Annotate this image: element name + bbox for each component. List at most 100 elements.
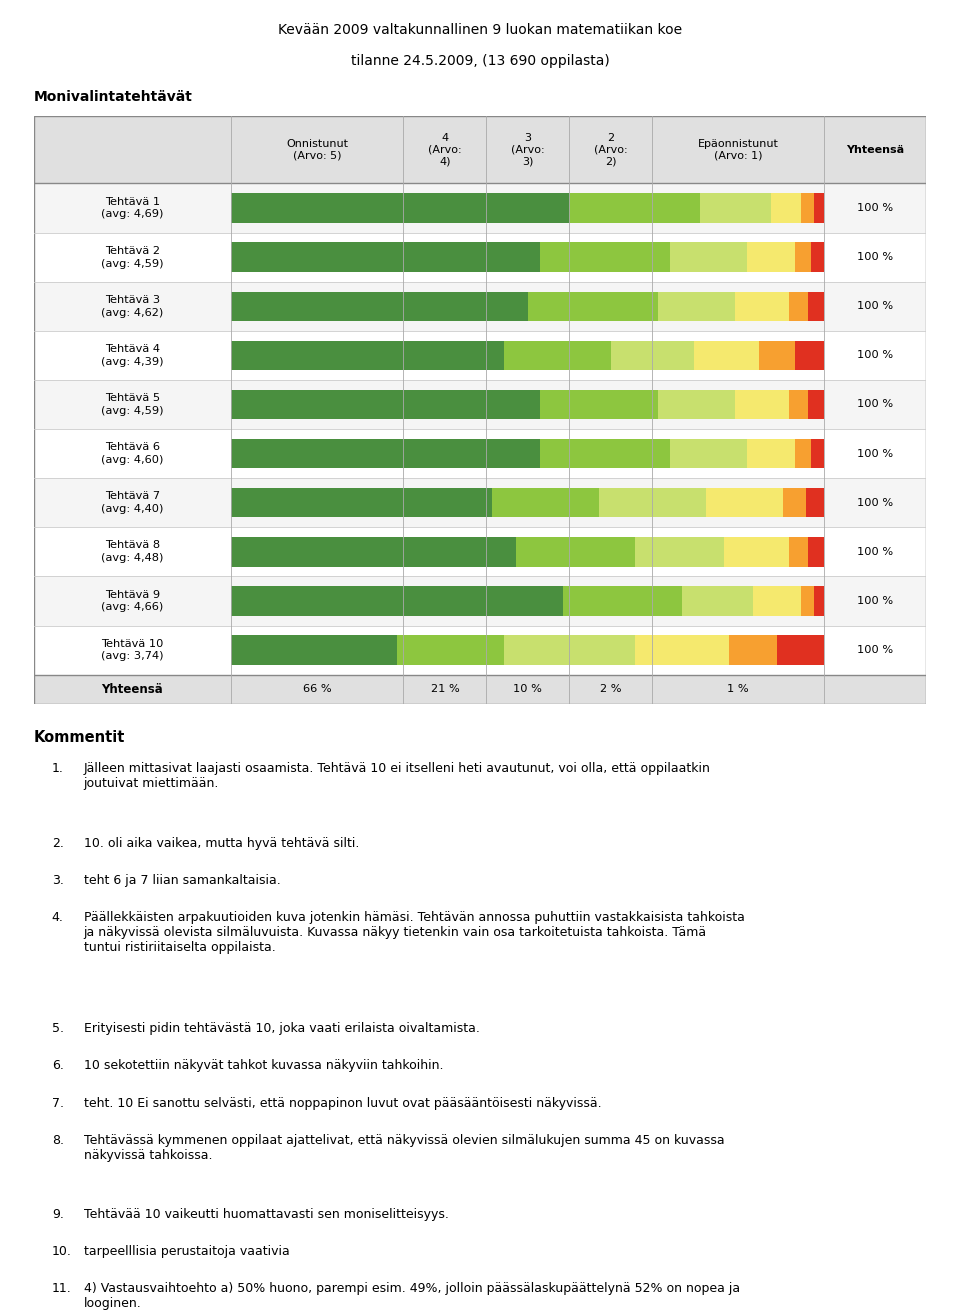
Bar	[789, 292, 808, 321]
Bar	[694, 341, 759, 370]
Text: 100 %: 100 %	[857, 547, 894, 557]
Text: Jälleen mittasivat laajasti osaamista. Tehtävä 10 ei itselleni heti avautunut, v: Jälleen mittasivat laajasti osaamista. T…	[84, 762, 710, 791]
Text: 100 %: 100 %	[857, 449, 894, 458]
Bar	[771, 193, 801, 222]
Text: (avg: 4,69): (avg: 4,69)	[101, 209, 163, 220]
Bar	[754, 586, 801, 616]
Text: 1 %: 1 %	[728, 684, 749, 695]
Bar	[34, 625, 926, 675]
Text: Tehtävä 5: Tehtävä 5	[105, 393, 160, 403]
Bar	[540, 242, 670, 272]
Bar	[808, 537, 825, 567]
Text: 100 %: 100 %	[857, 350, 894, 361]
Bar	[795, 242, 811, 272]
Bar	[34, 282, 926, 330]
Bar	[730, 636, 777, 665]
Text: Kevään 2009 valtakunnallinen 9 luokan matematiikan koe: Kevään 2009 valtakunnallinen 9 luokan ma…	[278, 22, 682, 37]
Text: 3
(Arvo:
3): 3 (Arvo: 3)	[511, 133, 544, 166]
Bar	[231, 488, 492, 517]
Text: (avg: 3,74): (avg: 3,74)	[101, 651, 164, 662]
Text: 100 %: 100 %	[857, 253, 894, 262]
Text: Yhteensä: Yhteensä	[847, 145, 904, 155]
Text: 4) Vastausvaihtoehto a) 50% huono, parempi esim. 49%, jolloin päässälaskupäättel: 4) Vastausvaihtoehto a) 50% huono, parem…	[84, 1282, 740, 1311]
Text: 2
(Arvo:
2): 2 (Arvo: 2)	[594, 133, 628, 166]
Bar	[397, 636, 504, 665]
Bar	[659, 390, 735, 420]
Bar	[670, 242, 747, 272]
Bar	[34, 478, 926, 528]
Text: Tehtävä 1: Tehtävä 1	[105, 196, 160, 207]
Text: 100 %: 100 %	[857, 645, 894, 655]
Bar	[814, 586, 825, 616]
Bar	[231, 537, 516, 567]
Text: 10 %: 10 %	[514, 684, 542, 695]
Bar	[34, 528, 926, 576]
Text: 2.: 2.	[52, 837, 63, 850]
Text: 10.: 10.	[52, 1245, 72, 1258]
Text: Tehtävä 8: Tehtävä 8	[105, 541, 160, 550]
Bar	[231, 586, 564, 616]
Bar	[528, 292, 659, 321]
Bar	[231, 292, 528, 321]
Bar	[504, 341, 611, 370]
Bar	[747, 242, 795, 272]
Text: Tehtävä 2: Tehtävä 2	[105, 246, 160, 255]
Bar	[34, 233, 926, 282]
Bar	[492, 488, 599, 517]
Text: Onnistunut
(Arvo: 5): Onnistunut (Arvo: 5)	[286, 138, 348, 161]
Bar	[231, 438, 540, 468]
Text: (avg: 4,62): (avg: 4,62)	[102, 308, 163, 317]
Text: (avg: 4,66): (avg: 4,66)	[102, 603, 163, 612]
Text: 1.: 1.	[52, 762, 63, 775]
Bar	[516, 537, 635, 567]
Bar	[231, 242, 540, 272]
Text: Tehtävä 7: Tehtävä 7	[105, 491, 160, 501]
Text: Tehtävä 10: Tehtävä 10	[101, 638, 163, 649]
Bar	[635, 636, 730, 665]
Text: (avg: 4,59): (avg: 4,59)	[101, 405, 164, 416]
Text: 100 %: 100 %	[857, 400, 894, 409]
Text: (avg: 4,48): (avg: 4,48)	[101, 553, 163, 563]
Bar	[782, 488, 805, 517]
Text: 4
(Arvo:
4): 4 (Arvo: 4)	[428, 133, 462, 166]
Text: Kommentit: Kommentit	[34, 729, 125, 745]
Bar	[231, 193, 569, 222]
Bar	[504, 636, 635, 665]
Text: 100 %: 100 %	[857, 203, 894, 213]
Bar	[231, 390, 540, 420]
Bar	[231, 636, 397, 665]
Bar	[34, 330, 926, 380]
Bar	[34, 183, 926, 233]
Bar	[635, 537, 724, 567]
Bar	[759, 341, 795, 370]
Bar	[789, 537, 808, 567]
Bar	[34, 380, 926, 429]
Text: 2 %: 2 %	[600, 684, 621, 695]
Text: tarpeelllisia perustaitoja vaativia: tarpeelllisia perustaitoja vaativia	[84, 1245, 290, 1258]
Bar	[811, 438, 825, 468]
Bar	[735, 292, 789, 321]
Bar	[724, 537, 789, 567]
Text: 7.: 7.	[52, 1096, 63, 1109]
Text: 11.: 11.	[52, 1282, 72, 1295]
Bar	[811, 242, 825, 272]
Text: Tehtävä 3: Tehtävä 3	[105, 295, 160, 305]
Bar	[569, 193, 700, 222]
Bar	[795, 341, 825, 370]
Bar	[814, 193, 825, 222]
Bar	[789, 390, 808, 420]
Bar	[805, 488, 825, 517]
Bar	[670, 438, 747, 468]
Bar	[34, 675, 926, 704]
Text: Erityisesti pidin tehtävästä 10, joka vaati erilaista oivaltamista.: Erityisesti pidin tehtävästä 10, joka va…	[84, 1023, 480, 1036]
Bar	[801, 193, 814, 222]
Bar	[34, 429, 926, 478]
Text: tilanne 24.5.2009, (13 690 oppilasta): tilanne 24.5.2009, (13 690 oppilasta)	[350, 54, 610, 68]
Bar	[599, 488, 706, 517]
Bar	[34, 116, 926, 183]
Text: (avg: 4,60): (avg: 4,60)	[101, 455, 163, 465]
Bar	[540, 390, 659, 420]
Bar	[808, 292, 825, 321]
Bar	[795, 438, 811, 468]
Text: Yhteensä: Yhteensä	[102, 683, 163, 696]
